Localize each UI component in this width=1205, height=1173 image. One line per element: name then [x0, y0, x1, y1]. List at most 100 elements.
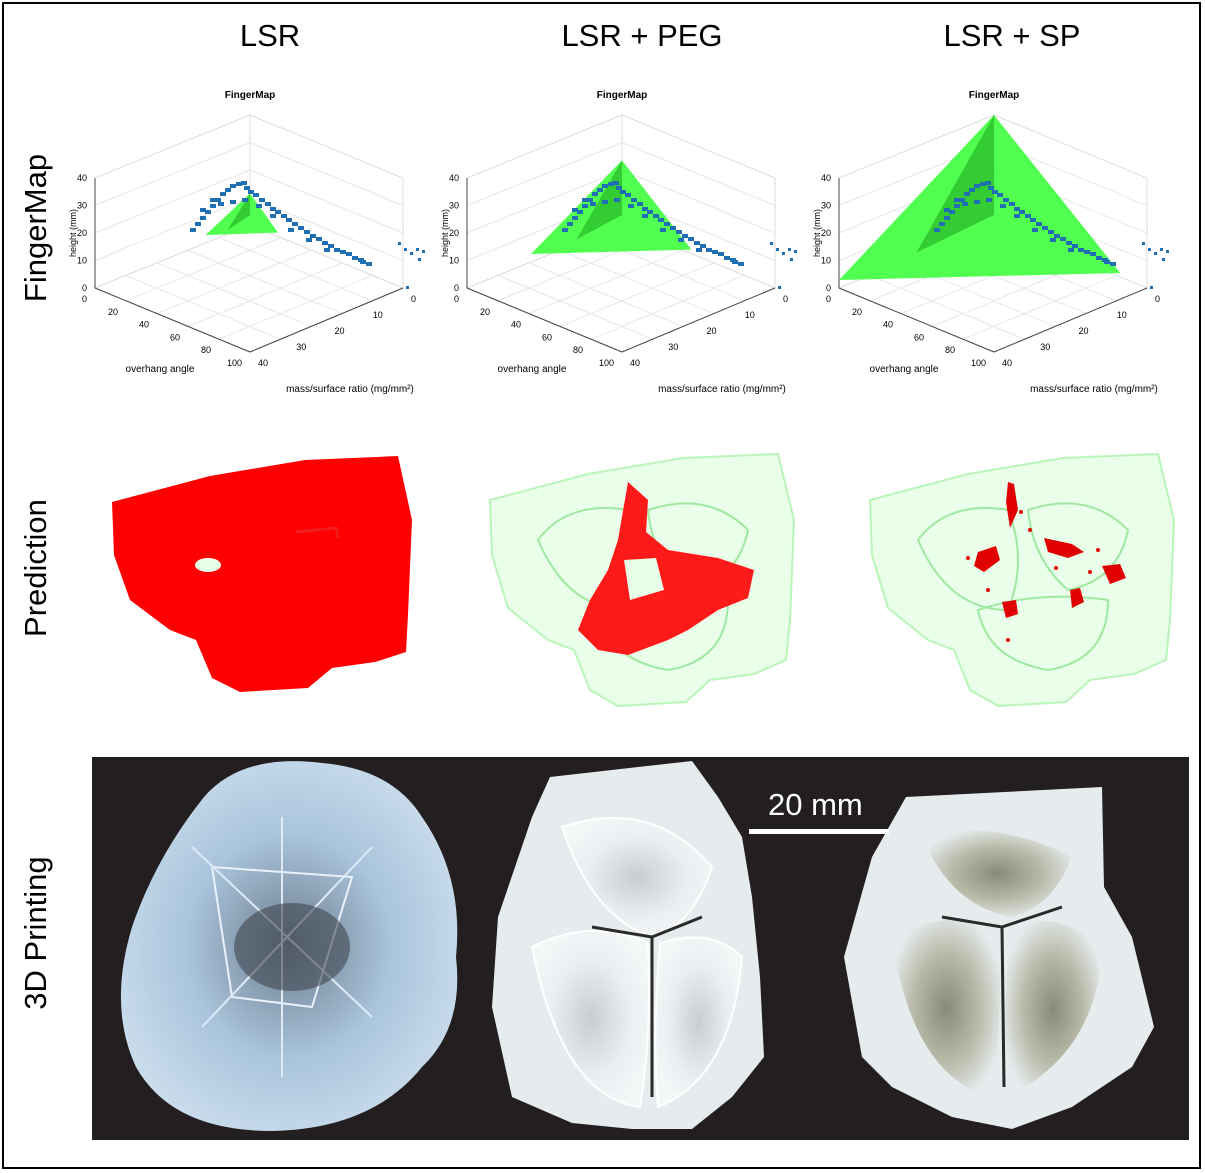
fingermap-data-point: [1009, 202, 1015, 206]
fingermap-data-point: [582, 198, 588, 202]
fingermap-data-point: [620, 190, 626, 194]
fingermap-z-tick-label: 20: [449, 228, 459, 238]
prediction-fail-points: [966, 482, 1126, 642]
fingermap-z-tick-label: 0: [82, 283, 87, 293]
fingermap-data-point: [310, 234, 316, 238]
fingermap-data-point: [259, 198, 265, 202]
fingermap-z-tick-label: 30: [77, 201, 87, 211]
fingermap-data-point: [1104, 260, 1110, 264]
fingermap-data-point: [732, 260, 738, 264]
fingermap-data-point: [980, 182, 986, 186]
fingermap-grid-line: [94, 197, 251, 261]
fingermap-grid-line: [559, 262, 714, 327]
fingermap-data-point: [631, 198, 637, 202]
fingermap-x-tick-label: 100: [971, 358, 986, 368]
fingermap-data-point: [218, 202, 224, 206]
fingermap-grid-line: [559, 249, 714, 315]
fingermap-data-point: [1072, 244, 1078, 248]
fingermap-data-point: [230, 200, 236, 204]
fingermap-data-point: [616, 186, 622, 190]
fingermap-data-point: [696, 248, 702, 252]
fingermap-data-point: [210, 204, 216, 208]
fingermap-data-point: [1000, 204, 1006, 208]
fingermap-x-tick-label: 100: [599, 358, 614, 368]
fingermap-data-point: [1042, 226, 1048, 230]
fingermap-printable-region-shade: [227, 193, 250, 231]
fingermap-data-point: [1066, 241, 1072, 245]
fingermap-data-point: [1162, 258, 1165, 261]
fingermap-data-point: [346, 252, 352, 256]
fingermap-data-point: [195, 222, 201, 226]
fingermap-data-point: [1084, 250, 1090, 254]
fingermap-z-tick-label: 10: [77, 256, 87, 266]
fingermap-x-tick-label: 40: [883, 320, 893, 330]
fingermap-data-point: [988, 186, 994, 190]
fingermap-plot-title: FingerMap: [597, 90, 648, 101]
fingermap-data-point: [248, 190, 254, 194]
fingermap-z-tick-label: 10: [449, 256, 459, 266]
fingermap-data-point: [1148, 248, 1151, 251]
fingermap-data-point: [602, 200, 608, 204]
fingermap-data-point: [608, 182, 614, 186]
fingermap-data-point: [788, 248, 791, 251]
print-lsr: [120, 761, 458, 1131]
fingermap-data-point: [1030, 218, 1036, 222]
fingermap-data-point: [647, 210, 653, 214]
fingermap-data-point: [1090, 252, 1096, 256]
fingermap-data-point: [718, 252, 724, 256]
fingermap-data-point: [360, 260, 366, 264]
fingermap-plot-lsr-sp: FingerMap 0 10 20 30 40 0 20 40 60 80 100 0 10 20 30 40 h…: [812, 90, 1169, 395]
prediction-hole: [195, 558, 221, 572]
fingermap-data-point: [1078, 248, 1084, 252]
fingermap-data-point: [590, 202, 596, 206]
fingermap-data-point: [275, 210, 281, 214]
fingermap-grid-line: [466, 142, 623, 206]
fingermap-z-axis-label: height (mm): [440, 209, 450, 257]
column-title-lsr-sp: LSR + SP: [943, 18, 1081, 53]
fingermap-x-tick-label: 60: [170, 332, 180, 342]
fingermap-data-point: [653, 214, 659, 218]
fingermap-x-axis: [466, 287, 623, 353]
fingermap-data-point: [712, 250, 718, 254]
fingermap-axes: [465, 114, 777, 353]
fingermap-grid-line: [497, 274, 653, 340]
fingermap-z-tick-label: 40: [77, 173, 87, 183]
fingermap-x-tick-label: 0: [826, 294, 831, 304]
fingermap-data-point: [974, 184, 980, 188]
fingermap-data-point: [997, 193, 1003, 197]
fingermap-z-tick-label: 40: [449, 173, 459, 183]
fingermap-data-point: [215, 198, 221, 202]
fingermap-x-tick-label: 40: [139, 320, 149, 330]
fingermap-x-axis-label: overhang angle: [498, 364, 567, 375]
fingermap-data-point: [270, 214, 276, 218]
fingermap-x-tick-label: 0: [454, 294, 459, 304]
fingermap-data-points: [934, 181, 1169, 289]
fingermap-y-tick-label: 30: [296, 342, 306, 352]
fingermap-data-point: [625, 193, 631, 197]
fingermap-data-point: [418, 258, 421, 261]
fingermap-z-tick-label: 20: [77, 228, 87, 238]
fingermap-grid-line: [528, 262, 684, 327]
fingermap-data-point: [939, 222, 945, 226]
fingermap-x-axis-label: overhang angle: [870, 364, 939, 375]
fingermap-data-point: [738, 262, 744, 266]
fingermap-data-point: [244, 186, 250, 190]
fingermap-grid-line: [156, 249, 312, 315]
fingermap-data-point: [572, 216, 578, 220]
fingermap-z-axis-label: height (mm): [812, 209, 822, 257]
fingermap-data-point: [1068, 248, 1074, 252]
fingermap-data-point: [340, 250, 346, 254]
fingermap-data-point: [1014, 214, 1020, 218]
fingermap-data-point: [242, 198, 248, 202]
fingermap-data-point: [670, 226, 676, 230]
fingermap-grid-line: [621, 142, 776, 206]
fingermap-z-tick-label: 0: [826, 283, 831, 293]
fingermap-data-point: [406, 286, 409, 289]
fingermap-axes: [93, 114, 405, 353]
fingermap-data-point: [613, 181, 619, 185]
print-lsr-sp: [844, 787, 1154, 1129]
fingermap-data-point: [190, 228, 196, 232]
fingermap-data-point: [985, 181, 991, 185]
fingermap-data-point: [637, 202, 643, 206]
fingermap-data-point: [1025, 214, 1031, 218]
